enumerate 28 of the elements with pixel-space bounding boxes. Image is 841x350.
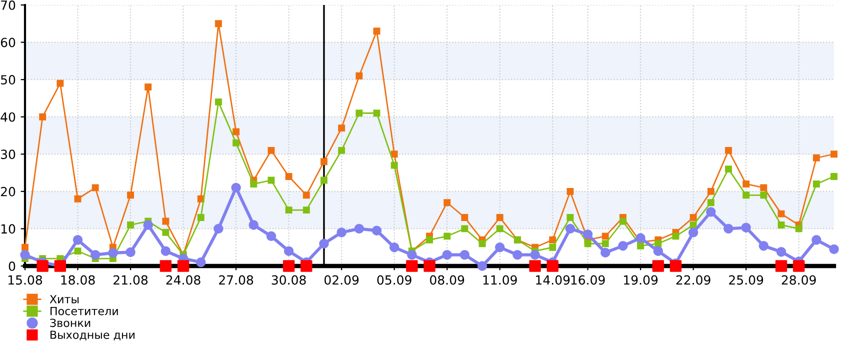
x-tick-label: 08.09 (430, 275, 464, 285)
x-tick-label: 27.08 (219, 275, 254, 285)
y-tick-label: 50 (1, 75, 16, 84)
y-tick-label: 10 (1, 224, 16, 234)
x-tick-label: 19.09 (624, 275, 658, 285)
x-tick-label: 25.09 (729, 275, 764, 285)
y-tick-label: 0 (8, 261, 16, 271)
y-tick-label: 40 (0, 112, 16, 122)
x-tick-label: 28.09 (782, 275, 816, 285)
x-tick-label: 15.08 (8, 275, 42, 285)
x-tick-label: 05.09 (377, 275, 412, 285)
x-tick-label: 22.09 (676, 275, 710, 285)
x-tick-label: 30.08 (272, 275, 306, 285)
legend-label: Звонки (50, 318, 90, 328)
x-tick-label: 02.09 (324, 275, 359, 285)
y-tick-label: 20 (0, 186, 16, 196)
x-tick-label: 24.08 (166, 275, 200, 285)
x-tick-label: 11.09 (483, 275, 517, 285)
legend-label: Выходные дни (50, 330, 134, 340)
y-tick-label: 70 (1, 0, 16, 10)
y-tick-label: 30 (1, 150, 16, 160)
x-tick-label: 21.08 (114, 275, 148, 285)
legend-label: Хиты (50, 295, 79, 304)
x-tick-label: 16.09 (571, 275, 605, 285)
legend-label: Посетители (50, 306, 118, 316)
y-tick-label: 60 (0, 38, 16, 48)
x-tick-label: 14.09 (536, 275, 570, 285)
x-tick-label: 18.08 (61, 275, 95, 285)
